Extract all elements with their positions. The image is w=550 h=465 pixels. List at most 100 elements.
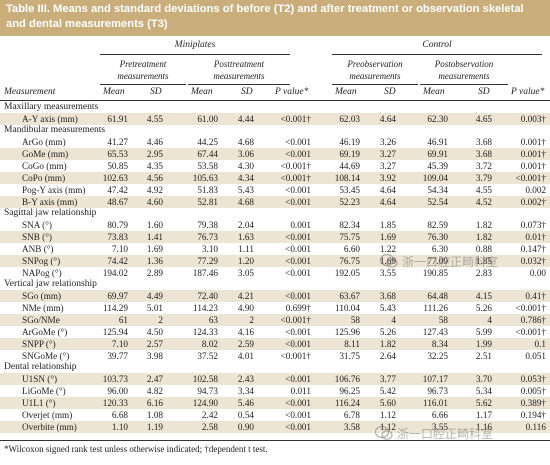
cell-mean-post: 63 [208, 315, 218, 325]
cell-mean-postobs: 6.66 [431, 410, 448, 420]
cell-mean-post: 79.38 [197, 220, 218, 230]
cell-mean-pre: 102.63 [102, 173, 128, 183]
cell-p-value-control: 0.073† [520, 220, 546, 230]
cell-mean-post: 2.58 [201, 422, 218, 432]
cell-mean-preobs: 63.67 [339, 291, 360, 301]
cell-sd-pre: 4.50 [146, 327, 163, 337]
cell-p-value-control: 0.41† [525, 291, 546, 301]
cell-sd-post: 0.90 [237, 422, 254, 432]
cell-mean-pre: 74.42 [107, 256, 128, 266]
cell-mean-preobs: 192.05 [334, 268, 360, 278]
row-label: SNA (°) [22, 220, 52, 230]
title-bar [0, 0, 550, 36]
row-label: SGo/NMe [22, 315, 60, 325]
cell-sd-postobs: 3.72 [475, 161, 492, 171]
cell-p-value: <0.001 [285, 327, 311, 337]
subgroup-posttreatment: Posttreatment measurements [188, 58, 290, 85]
cell-sd-preobs: 4.64 [379, 185, 396, 195]
cell-sd-postobs: 1.82 [475, 232, 492, 242]
cell-mean-postobs: 54.34 [427, 185, 448, 195]
cell-sd-post: 4.01 [237, 351, 254, 361]
cell-sd-preobs: 4 [391, 315, 396, 325]
table-row: CoGo (mm) 50.85 4.35 53.58 4.30 <0.001† 44.69 3… [0, 160, 550, 172]
cell-sd-preobs: 4.64 [379, 114, 396, 124]
cell-mean-postobs: 127.43 [422, 327, 448, 337]
cell-sd-postobs: 1.82 [475, 220, 492, 230]
cell-sd-pre: 1.60 [146, 220, 163, 230]
cell-p-value-control: 0.001† [520, 149, 546, 159]
cell-sd-pre: 2.95 [146, 149, 163, 159]
cell-sd-postobs: 0.88 [475, 244, 492, 254]
cell-sd-post: 5.46 [237, 398, 254, 408]
cell-p-value: <0.001 [285, 232, 311, 242]
cell-mean-pre: 48.67 [107, 197, 128, 207]
row-label: GoMe (mm) [22, 149, 69, 159]
cell-p-value: <0.001 [285, 339, 311, 349]
row-label: A-Y axis (mm) [22, 114, 78, 124]
cell-mean-preobs: 58 [350, 315, 360, 325]
cell-mean-preobs: 106.76 [334, 374, 360, 384]
table-row: SNA (°) 80.79 1.60 79.38 2.04 0.001 82.34 1.85 8… [0, 219, 550, 231]
cell-sd-preobs: 1.85 [379, 220, 396, 230]
cell-mean-postobs: 69.91 [427, 149, 448, 159]
cell-sd-pre: 1.08 [146, 410, 163, 420]
subgroup-postobservation: Postobservation measurements [420, 58, 508, 85]
cell-sd-pre: 2 [158, 315, 163, 325]
table-footnote: *Wilcoxon signed rank test unless otherw… [4, 444, 268, 454]
table-title: Table III. Means and standard deviations… [6, 3, 524, 30]
cell-mean-post: 37.52 [197, 351, 218, 361]
cell-p-value: <0.001† [280, 173, 311, 183]
cell-sd-postobs: 2.51 [475, 351, 492, 361]
table-row: U1L1 (°) 120.33 6.16 124.90 5.46 <0.001 116.24… [0, 397, 550, 409]
cell-mean-preobs: 116.24 [335, 398, 360, 408]
cell-sd-preobs: 2.64 [379, 351, 396, 361]
col-mean-postobservation: Mean [423, 87, 445, 97]
cell-sd-preobs: 1.22 [379, 244, 396, 254]
row-label: ArGoMe (°) [22, 327, 68, 337]
cell-sd-postobs: 1.99 [475, 339, 492, 349]
col-pvalue-miniplates: P value* [275, 87, 309, 97]
cell-sd-post: 4.16 [237, 327, 254, 337]
cell-p-value: <0.001† [280, 161, 311, 171]
cell-mean-postobs: 6.30 [431, 244, 448, 254]
cell-mean-post: 94.73 [197, 386, 218, 396]
cell-mean-post: 52.81 [197, 197, 218, 207]
cell-p-value-control: 0.032† [520, 256, 546, 266]
cell-sd-post: 2.43 [237, 374, 254, 384]
cell-sd-pre: 1.41 [146, 232, 163, 242]
table-row: LiGoMe (°) 96.00 4.82 94.73 3.34 0.011 96.25 5.… [0, 385, 550, 397]
cell-mean-postobs: 64.48 [427, 291, 448, 301]
row-label: U1SN (°) [22, 374, 58, 384]
wechat-logo-icon [375, 425, 393, 440]
cell-mean-pre: 114.29 [103, 303, 128, 313]
cell-sd-postobs: 5.26 [475, 303, 492, 313]
cell-sd-pre: 4.56 [146, 173, 163, 183]
cell-sd-postobs: 4 [487, 315, 492, 325]
cell-sd-post: 4.68 [237, 137, 254, 147]
cell-mean-pre: 1.10 [111, 422, 128, 432]
cell-mean-postobs: 52.54 [427, 197, 448, 207]
cell-mean-preobs: 53.45 [339, 185, 360, 195]
cell-sd-preobs: 1.69 [379, 232, 396, 242]
cell-sd-postobs: 5.62 [475, 398, 492, 408]
cell-p-value-control: 0.01† [525, 232, 546, 242]
cell-p-value-control: 0.051 [525, 351, 546, 361]
cell-sd-postobs: 4.65 [475, 114, 492, 124]
cell-sd-preobs: 4.64 [379, 197, 396, 207]
cell-mean-preobs: 44.69 [339, 161, 360, 171]
watermark-text-bottom: 浙一口腔正畸科室 [397, 427, 494, 441]
cell-sd-post: 1.20 [237, 256, 254, 266]
cell-sd-preobs: 3.92 [379, 173, 396, 183]
cell-p-value: <0.001 [285, 197, 311, 207]
column-header-row: Measurement Mean SD Mean SD P value* Mea… [0, 84, 550, 100]
cell-sd-post: 2.59 [237, 339, 254, 349]
cell-mean-preobs: 52.23 [339, 197, 360, 207]
cell-p-value-control: 0.005† [520, 386, 546, 396]
col-mean-posttreatment: Mean [191, 87, 213, 97]
cell-sd-post: 4.21 [237, 291, 254, 301]
group-miniplates: Miniplates [100, 40, 290, 55]
cell-sd-preobs: 3.68 [379, 291, 396, 301]
table-row: Pog-Y axis (mm) 47.42 4.92 51.83 5.43 <0.001 5… [0, 184, 550, 196]
cell-mean-postobs: 96.73 [427, 386, 448, 396]
group-control: Control [332, 40, 542, 55]
